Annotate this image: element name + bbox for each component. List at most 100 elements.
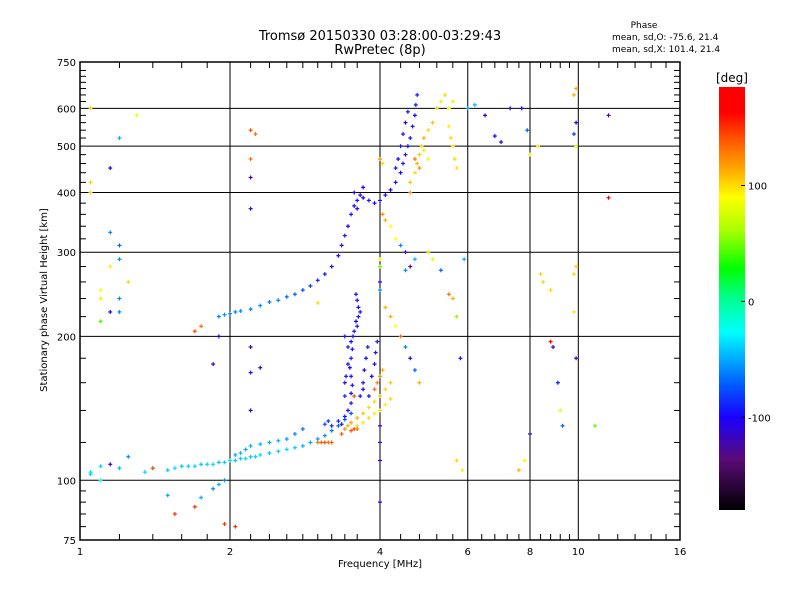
- data-point: [172, 512, 177, 517]
- y-tick-label: 200: [57, 332, 76, 343]
- data-point: [108, 166, 113, 171]
- data-point: [117, 466, 122, 471]
- grid-lines: [80, 62, 680, 540]
- data-point: [172, 466, 177, 471]
- data-point: [355, 198, 360, 203]
- data-point: [383, 402, 388, 407]
- data-point: [238, 451, 243, 456]
- data-point: [378, 288, 382, 293]
- data-point: [126, 279, 131, 284]
- data-point: [388, 396, 393, 401]
- data-point: [417, 380, 422, 385]
- data-point: [211, 486, 216, 491]
- data-point: [375, 339, 380, 344]
- data-point: [364, 356, 369, 361]
- data-point: [248, 370, 253, 375]
- data-point: [421, 136, 426, 141]
- data-point: [352, 203, 357, 208]
- data-point: [345, 345, 350, 350]
- data-point: [383, 387, 388, 392]
- data-point: [248, 454, 253, 459]
- data-point: [378, 500, 382, 505]
- data-point: [342, 334, 347, 339]
- data-point: [233, 524, 238, 529]
- data-point: [408, 180, 413, 185]
- data-point: [345, 408, 350, 413]
- data-point: [372, 387, 377, 392]
- data-point: [339, 243, 344, 248]
- data-point: [165, 493, 170, 498]
- data-point: [126, 454, 131, 459]
- data-point: [393, 166, 398, 171]
- data-point: [98, 478, 103, 483]
- data-point: [434, 106, 439, 111]
- data-point: [415, 92, 420, 97]
- data-point: [344, 374, 349, 379]
- data-point: [378, 279, 382, 284]
- data-point: [541, 279, 546, 284]
- x-tick-label: 2: [227, 547, 233, 558]
- data-point: [238, 456, 243, 461]
- data-point: [448, 136, 453, 141]
- data-point: [300, 288, 305, 293]
- data-point: [165, 468, 170, 473]
- data-point: [284, 436, 289, 441]
- x-tick-label: 8: [527, 547, 533, 558]
- data-point: [560, 423, 565, 428]
- data-point: [336, 253, 341, 258]
- data-point: [350, 347, 355, 352]
- data-point: [558, 408, 563, 413]
- data-point: [361, 185, 366, 190]
- data-point: [408, 136, 413, 141]
- data-point: [571, 92, 576, 97]
- data-point: [342, 414, 347, 419]
- data-point: [403, 250, 408, 255]
- data-point: [117, 296, 122, 301]
- data-point: [339, 431, 344, 436]
- data-point: [419, 144, 424, 149]
- x-tick-label: 10: [572, 547, 585, 558]
- data-point: [253, 132, 258, 137]
- data-point: [233, 452, 238, 457]
- data-point: [248, 345, 253, 350]
- data-point: [199, 462, 204, 467]
- data-point: [322, 433, 327, 438]
- data-point: [267, 300, 272, 305]
- data-point: [421, 148, 426, 153]
- data-point: [355, 415, 360, 420]
- data-point: [284, 447, 289, 452]
- colorbar: [719, 87, 745, 510]
- data-point: [353, 319, 358, 324]
- data-point: [388, 380, 393, 385]
- data-point: [450, 99, 455, 104]
- colorbar-ticks: 100 0 -100: [741, 182, 771, 424]
- data-point: [329, 440, 334, 445]
- data-point: [336, 423, 341, 428]
- data-point: [352, 394, 357, 399]
- data-point: [398, 334, 403, 339]
- data-point: [233, 309, 238, 314]
- x-axis-label: Frequency [MHz]: [338, 559, 422, 570]
- data-point: [535, 144, 540, 149]
- data-point: [516, 468, 521, 473]
- data-point: [361, 195, 366, 200]
- data-point: [548, 339, 553, 344]
- data-point: [460, 468, 465, 473]
- data-point: [267, 440, 272, 445]
- data-point: [446, 292, 451, 297]
- data-point: [349, 428, 354, 433]
- x-tick-label: 4: [377, 547, 383, 558]
- data-point: [458, 356, 463, 361]
- data-point: [308, 283, 313, 288]
- data-point: [186, 464, 191, 469]
- data-point: [361, 420, 366, 425]
- data-point: [300, 427, 305, 432]
- data-point: [349, 420, 354, 425]
- data-point: [403, 152, 408, 157]
- data-point: [383, 305, 388, 310]
- data-point: [150, 466, 155, 471]
- data-point: [88, 180, 93, 185]
- y-tick-label: 400: [57, 188, 76, 199]
- phase-info-x: mean, sd,X: 101.4, 21.4: [612, 45, 720, 55]
- data-point: [405, 109, 410, 114]
